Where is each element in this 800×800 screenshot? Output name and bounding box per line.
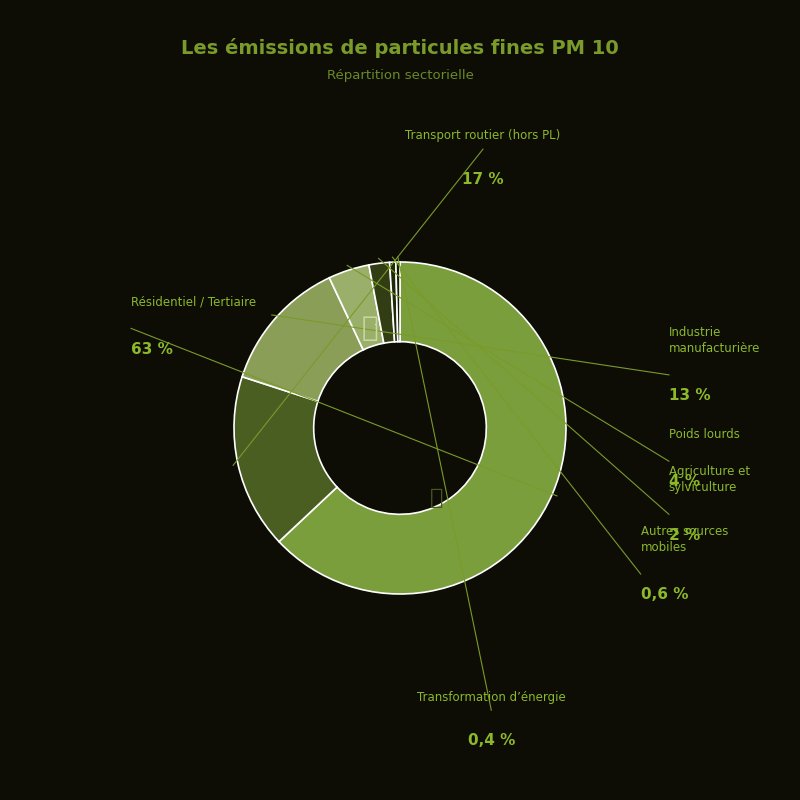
Text: 0,4 %: 0,4 % xyxy=(468,734,515,749)
Text: Les émissions de particules fines PM 10: Les émissions de particules fines PM 10 xyxy=(181,38,619,58)
Wedge shape xyxy=(390,262,398,342)
Text: 0,6 %: 0,6 % xyxy=(641,587,688,602)
Text: Résidentiel / Tertiaire: Résidentiel / Tertiaire xyxy=(131,295,256,309)
Text: Transport routier (hors PL): Transport routier (hors PL) xyxy=(406,130,561,142)
Text: Répartition sectorielle: Répartition sectorielle xyxy=(326,70,474,82)
Wedge shape xyxy=(234,377,337,542)
Text: 🚚: 🚚 xyxy=(430,488,443,508)
Wedge shape xyxy=(330,265,384,350)
Wedge shape xyxy=(279,262,566,594)
Wedge shape xyxy=(369,262,394,343)
Text: 13 %: 13 % xyxy=(669,388,710,403)
Text: Agriculture et
sylviculture: Agriculture et sylviculture xyxy=(669,466,750,494)
Wedge shape xyxy=(242,278,363,402)
Text: 63 %: 63 % xyxy=(131,342,173,357)
Text: Autres sources
mobiles: Autres sources mobiles xyxy=(641,525,728,554)
Text: ■: ■ xyxy=(375,324,376,325)
Text: Industrie
manufacturière: Industrie manufacturière xyxy=(669,326,760,355)
Text: 🚗: 🚗 xyxy=(362,314,378,342)
Text: 2 %: 2 % xyxy=(669,527,700,542)
Text: Poids lourds: Poids lourds xyxy=(669,428,740,442)
Wedge shape xyxy=(396,262,400,342)
Text: 4 %: 4 % xyxy=(669,474,700,490)
Text: 17 %: 17 % xyxy=(462,172,504,187)
Text: Transformation d’énergie: Transformation d’énergie xyxy=(417,690,566,703)
